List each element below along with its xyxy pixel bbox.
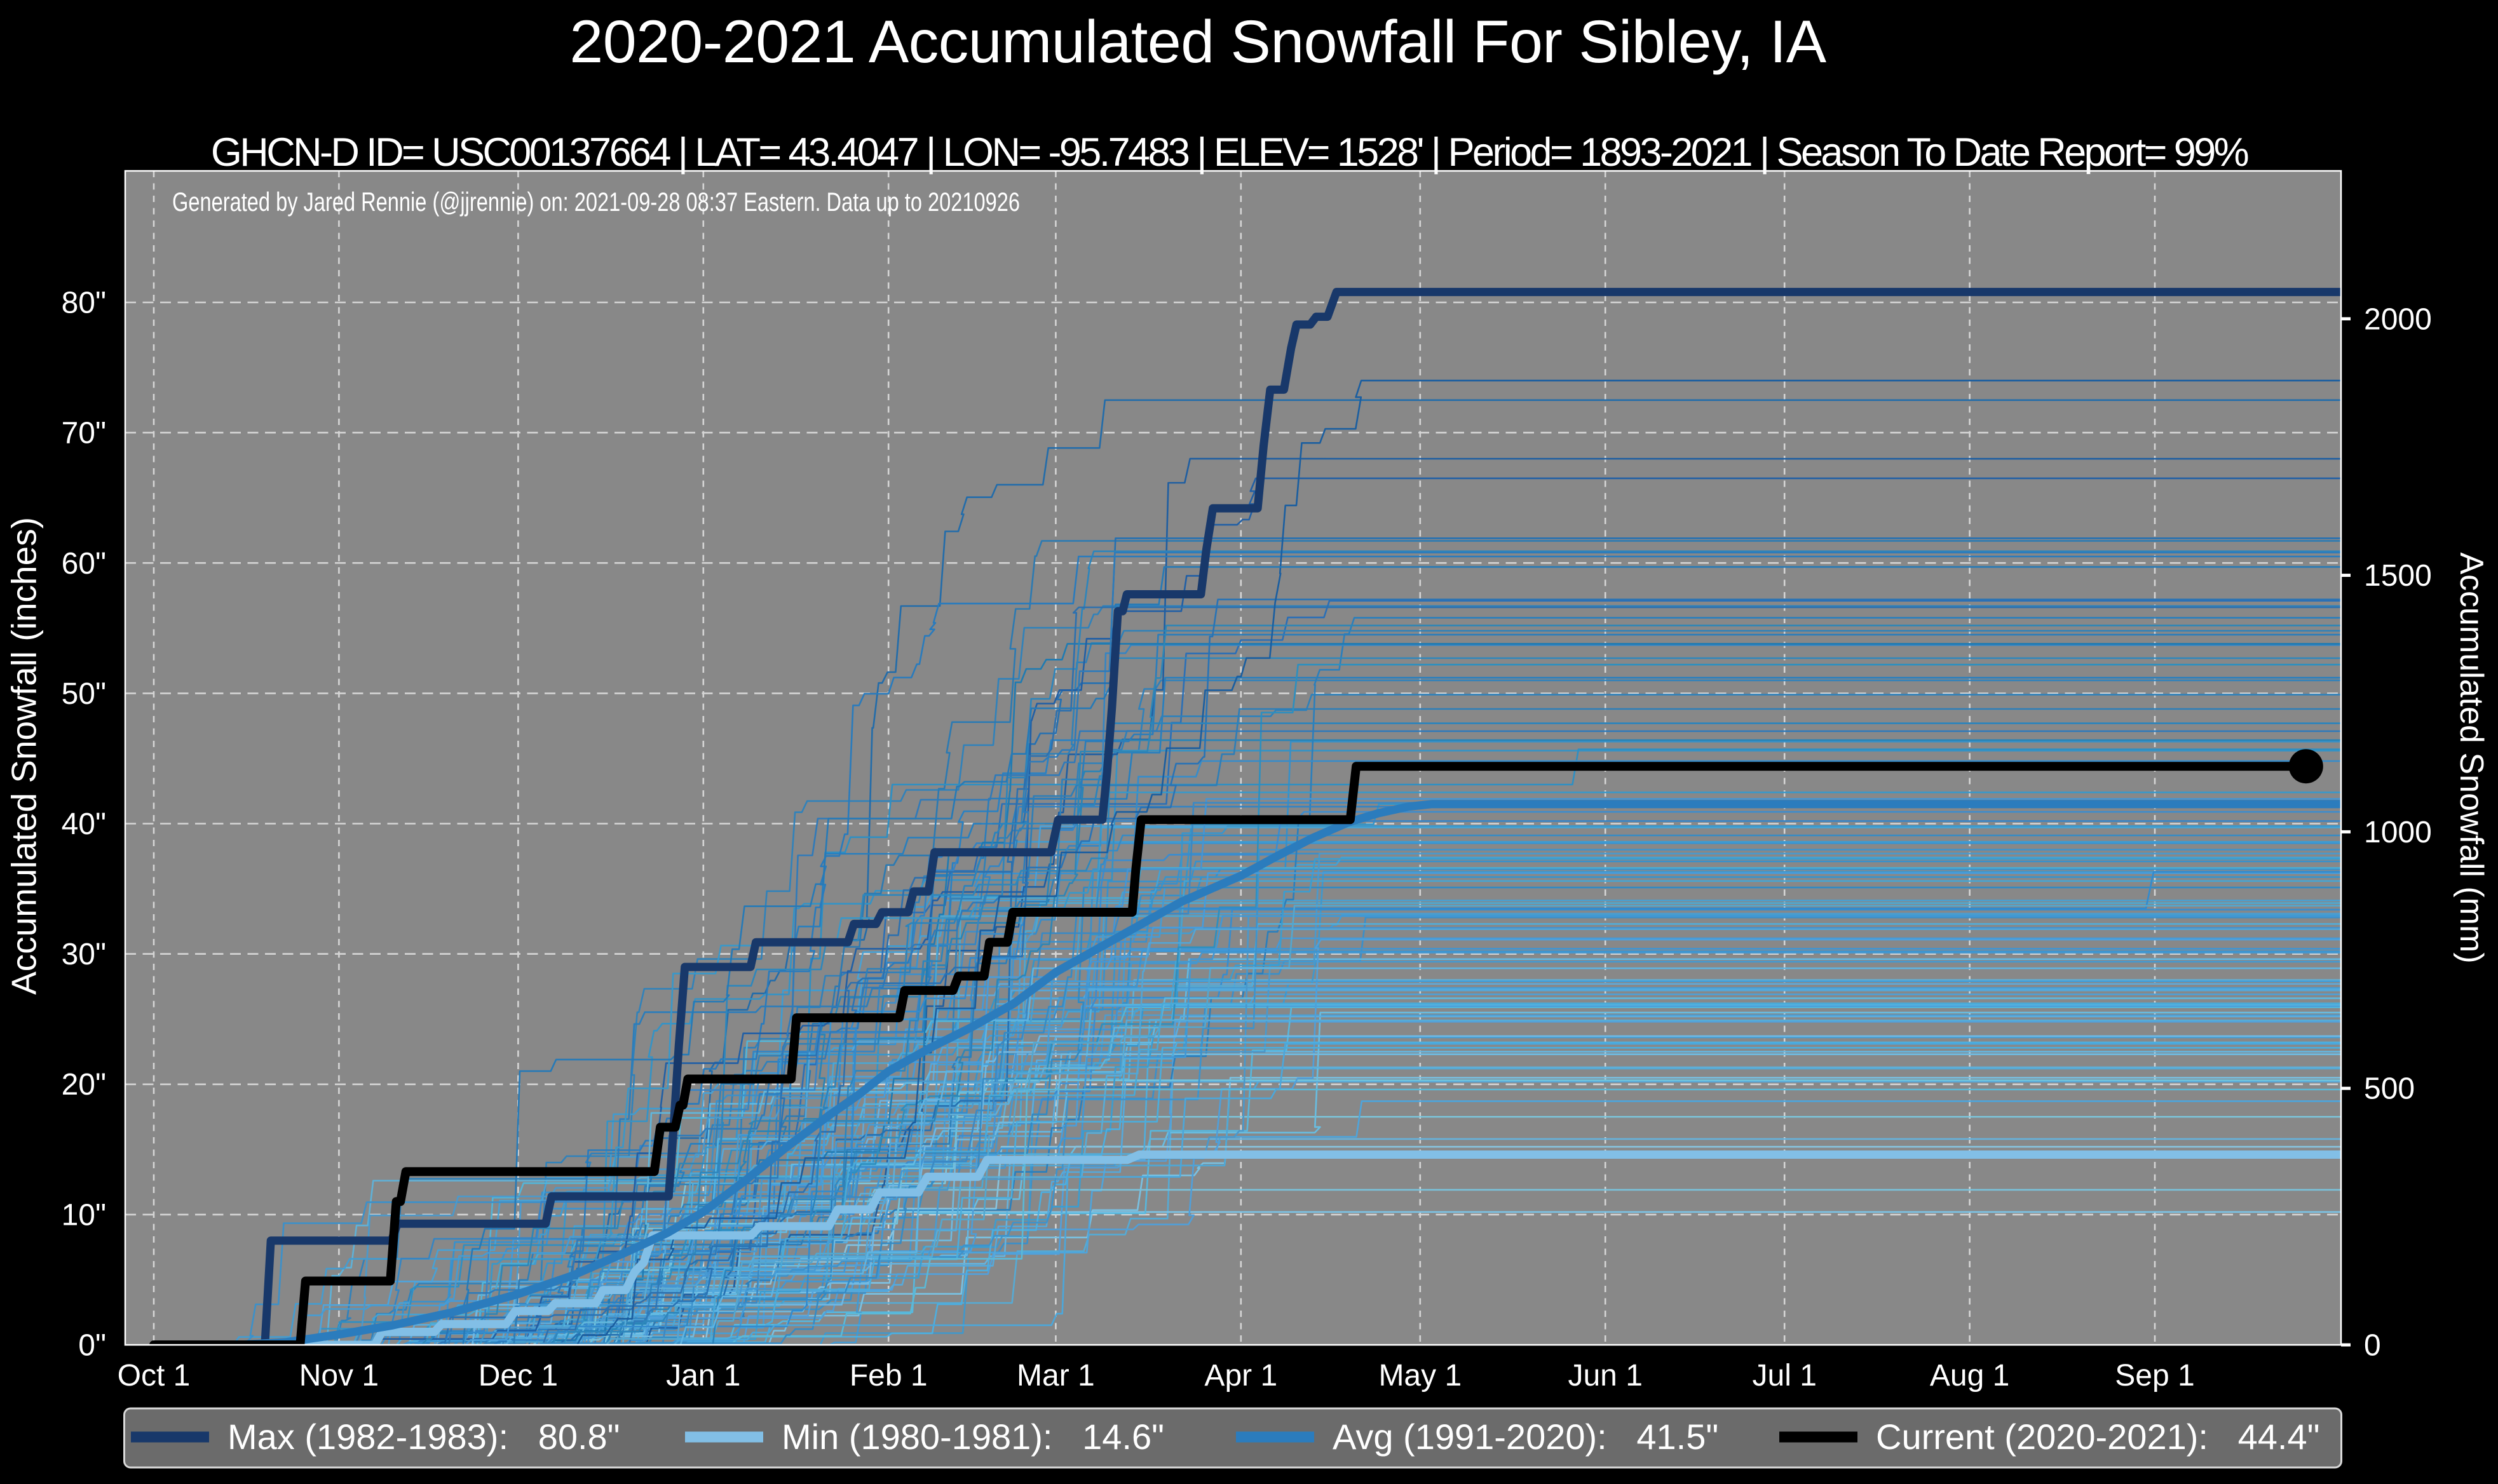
svg-text:0: 0 bbox=[2364, 1329, 2381, 1363]
svg-text:80": 80" bbox=[62, 287, 106, 320]
svg-text:Jun 1: Jun 1 bbox=[1568, 1359, 1642, 1393]
svg-text:500: 500 bbox=[2364, 1072, 2415, 1106]
svg-text:Accumulated Snowfall (inches): Accumulated Snowfall (inches) bbox=[4, 517, 44, 995]
svg-text:May 1: May 1 bbox=[1378, 1359, 1462, 1393]
svg-text:30": 30" bbox=[62, 938, 106, 971]
svg-text:10": 10" bbox=[62, 1198, 106, 1232]
svg-text:Nov 1: Nov 1 bbox=[299, 1359, 379, 1393]
svg-text:Avg (1991-2020): 41.5": Avg (1991-2020): 41.5" bbox=[1333, 1417, 1718, 1457]
svg-text:40": 40" bbox=[62, 807, 106, 841]
svg-text:60": 60" bbox=[62, 547, 106, 581]
svg-text:50": 50" bbox=[62, 677, 106, 711]
svg-text:0": 0" bbox=[78, 1329, 106, 1363]
svg-text:20": 20" bbox=[62, 1068, 106, 1102]
svg-text:GHCN-D ID= USC00137664 | LAT=: GHCN-D ID= USC00137664 | LAT= 43.4047 | … bbox=[211, 130, 2248, 175]
svg-text:Current (2020-2021): 44.4": Current (2020-2021): 44.4" bbox=[1876, 1417, 2320, 1457]
svg-text:Aug 1: Aug 1 bbox=[1930, 1359, 2009, 1393]
svg-text:2000: 2000 bbox=[2364, 302, 2432, 336]
svg-text:2020-2021 Accumulated Snowfall: 2020-2021 Accumulated Snowfall For Sible… bbox=[569, 8, 1826, 76]
svg-text:Generated by Jared Rennie (@jj: Generated by Jared Rennie (@jjrennie) on… bbox=[172, 187, 1020, 217]
svg-text:Oct 1: Oct 1 bbox=[118, 1359, 191, 1393]
svg-text:Feb 1: Feb 1 bbox=[850, 1359, 928, 1393]
svg-text:Jul 1: Jul 1 bbox=[1753, 1359, 1817, 1393]
svg-text:Accumulated Snowfall (mm): Accumulated Snowfall (mm) bbox=[2453, 552, 2490, 963]
svg-text:1500: 1500 bbox=[2364, 559, 2432, 593]
svg-text:Mar 1: Mar 1 bbox=[1017, 1359, 1095, 1393]
svg-text:Dec 1: Dec 1 bbox=[479, 1359, 558, 1393]
svg-text:1000: 1000 bbox=[2364, 816, 2432, 849]
svg-text:Apr 1: Apr 1 bbox=[1204, 1359, 1277, 1393]
svg-text:Min (1980-1981): 14.6": Min (1980-1981): 14.6" bbox=[782, 1417, 1164, 1457]
svg-text:Jan 1: Jan 1 bbox=[666, 1359, 740, 1393]
svg-text:Max (1982-1983): 80.8": Max (1982-1983): 80.8" bbox=[227, 1417, 620, 1457]
svg-text:Sep 1: Sep 1 bbox=[2115, 1359, 2194, 1393]
svg-text:70": 70" bbox=[62, 417, 106, 450]
